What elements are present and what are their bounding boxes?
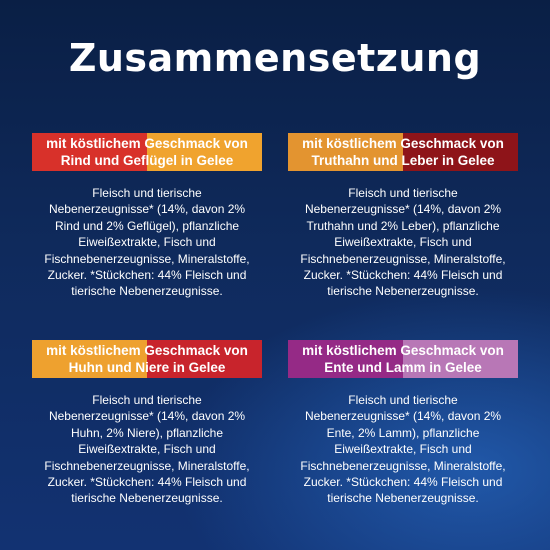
variety-banner: mit köstlichem Geschmack von Truthahn un… (288, 133, 518, 171)
ingredients-line: Nebenerzeugnisse* (14%, davon 2% (304, 202, 502, 217)
ingredients-line: Ente, 2% Lamm), pflanzliche (326, 425, 480, 440)
ingredients-line: Nebenerzeugnisse* (14%, davon 2% (48, 202, 246, 217)
banner-color-left (288, 133, 403, 171)
ingredients-line: Nebenerzeugnisse* (14%, davon 2% (48, 409, 246, 424)
banner-line-2: Truthahn und Leber in Gelee (311, 153, 495, 168)
variety-card-rind-gefluegel: mit köstlichem Geschmack von Rind und Ge… (32, 133, 262, 300)
banner-color-right (147, 340, 262, 378)
ingredients-line: Zucker. *Stückchen: 44% Fleisch und (303, 268, 503, 283)
ingredients-line: tierische Nebenerzeugnisse. (327, 284, 479, 299)
ingredients-line: Fischnebenerzeugnisse, Mineralstoffe, (300, 458, 506, 473)
banner-line-1: mit köstlichem Geschmack von (46, 343, 248, 358)
ingredients-line: Fleisch und tierische (92, 186, 202, 200)
banner-line-2: Huhn und Niere in Gelee (68, 360, 226, 375)
ingredients-line: Nebenerzeugnisse* (14%, davon 2% (304, 409, 502, 424)
ingredients-line: Zucker. *Stückchen: 44% Fleisch und (303, 475, 503, 490)
ingredients-text: Fleisch und tierische Nebenerzeugnisse* … (288, 185, 518, 300)
ingredients-line: Zucker. *Stückchen: 44% Fleisch und (47, 268, 247, 283)
ingredients-line: Fischnebenerzeugnisse, Mineralstoffe, (300, 251, 506, 266)
variety-banner: mit köstlichem Geschmack von Rind und Ge… (32, 133, 262, 171)
banner-color-right (403, 340, 518, 378)
ingredients-line: tierische Nebenerzeugnisse. (327, 491, 479, 506)
banner-line-2: Rind und Geflügel in Gelee (60, 153, 234, 168)
ingredients-text: Fleisch und tierische Nebenerzeugnisse* … (288, 392, 518, 507)
banner-color-right (403, 133, 518, 171)
variety-banner: mit köstlichem Geschmack von Ente und La… (288, 340, 518, 378)
banner-color-right (147, 133, 262, 171)
ingredients-line: tierische Nebenerzeugnisse. (71, 491, 223, 506)
variety-card-ente-lamm: mit köstlichem Geschmack von Ente und La… (288, 340, 518, 507)
variety-card-truthahn-leber: mit köstlichem Geschmack von Truthahn un… (288, 133, 518, 300)
ingredients-line: Fleisch und tierische (348, 393, 458, 407)
banner-color-left (32, 340, 147, 378)
banner-line-1: mit köstlichem Geschmack von (302, 343, 504, 358)
ingredients-line: Truthahn und 2% Leber), pflanzliche (306, 218, 500, 233)
ingredients-line: Fleisch und tierische (348, 186, 458, 200)
banner-color-left (32, 133, 147, 171)
ingredients-line: Fleisch und tierische (92, 393, 202, 407)
banner-line-1: mit köstlichem Geschmack von (302, 136, 504, 151)
ingredients-line: Fischnebenerzeugnisse, Mineralstoffe, (44, 251, 250, 266)
banner-line-1: mit köstlichem Geschmack von (46, 136, 248, 151)
page-title: Zusammensetzung (68, 36, 482, 80)
ingredients-line: Eiweißextrakte, Fisch und (334, 235, 472, 250)
ingredients-text: Fleisch und tierische Nebenerzeugnisse* … (32, 185, 262, 300)
banner-line-2: Ente und Lamm in Gelee (324, 360, 482, 375)
ingredients-line: Eiweißextrakte, Fisch und (78, 442, 216, 457)
variety-banner: mit köstlichem Geschmack von Huhn und Ni… (32, 340, 262, 378)
variety-card-huhn-niere: mit köstlichem Geschmack von Huhn und Ni… (32, 340, 262, 507)
ingredients-line: Eiweißextrakte, Fisch und (334, 442, 472, 457)
ingredients-line: tierische Nebenerzeugnisse. (71, 284, 223, 299)
ingredients-line: Zucker. *Stückchen: 44% Fleisch und (47, 475, 247, 490)
ingredients-text: Fleisch und tierische Nebenerzeugnisse* … (32, 392, 262, 507)
ingredients-line: Rind und 2% Geflügel), pflanzliche (54, 218, 240, 233)
ingredients-line: Eiweißextrakte, Fisch und (78, 235, 216, 250)
banner-color-left (288, 340, 403, 378)
ingredients-line: Huhn, 2% Niere), pflanzliche (70, 425, 224, 440)
ingredients-line: Fischnebenerzeugnisse, Mineralstoffe, (44, 458, 250, 473)
